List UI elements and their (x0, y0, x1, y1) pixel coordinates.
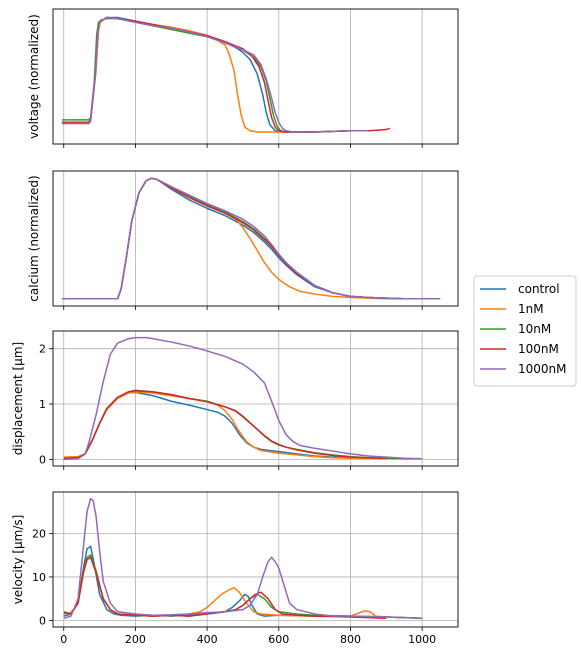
series-group (61, 177, 441, 300)
series-line-1000nM (63, 497, 423, 620)
y-tick-label: 2 (39, 343, 46, 356)
legend-label-100nM: 100nM (518, 342, 559, 356)
axes-frame (52, 8, 459, 145)
series-line-1000nM (61, 16, 369, 133)
x-tick-label: 1000 (408, 633, 436, 646)
legend: control 1nM 10nM 100nM 1000nM (473, 275, 577, 387)
series-line-1nM (61, 16, 369, 133)
y-tick-label: 0 (39, 453, 46, 466)
series-line-100nM (63, 390, 387, 459)
series-group (63, 336, 423, 461)
x-tick-label: 400 (197, 633, 218, 646)
y-tick-label: 20 (32, 527, 46, 540)
axes-frame (52, 330, 459, 467)
series-line-1000nM (61, 177, 441, 300)
x-tick-label: 0 (60, 633, 67, 646)
panel-displacement: 0 1 2 displacement [μm] (11, 330, 459, 470)
series-line-10nM (63, 389, 423, 460)
series-line-100nM (63, 556, 387, 620)
legend-box (473, 275, 577, 387)
y-axis-title: voltage (normalized) (27, 14, 41, 139)
legend-label-1nM: 1nM (518, 302, 544, 316)
x-tick-label: 800 (340, 633, 361, 646)
series-line-10nM (61, 17, 369, 133)
series-line-control (63, 545, 423, 620)
legend-label-10nM: 10nM (518, 322, 551, 336)
x-tick-label: 600 (268, 633, 289, 646)
panel-calcium: calcium (normalized) (27, 170, 459, 310)
series-line-10nM (61, 177, 441, 300)
series-line-100nM (61, 16, 391, 133)
y-tick-label: 10 (32, 571, 46, 584)
axes-frame (52, 491, 459, 628)
series-group (61, 16, 391, 133)
y-tick-label: 1 (39, 398, 46, 411)
series-line-control (61, 16, 369, 133)
y-axis-title: displacement [μm] (11, 342, 25, 455)
series-line-control (61, 177, 441, 300)
series-line-1nM (63, 391, 415, 460)
panel-voltage: voltage (normalized) (27, 8, 459, 148)
legend-label-control: control (518, 282, 560, 296)
series-line-100nM (61, 177, 441, 300)
y-axis-title: calcium (normalized) (27, 175, 41, 301)
axes-frame (52, 170, 459, 307)
series-line-1nM (61, 177, 441, 300)
series-line-1000nM (63, 336, 423, 461)
panel-velocity: 0 200 400 600 800 1000 0 10 20 velocity [μm/s] (11, 491, 459, 646)
y-tick-label: 0 (39, 614, 46, 627)
series-group (63, 497, 423, 620)
x-tick-label: 200 (125, 633, 146, 646)
y-axis-title: velocity [μm/s] (11, 515, 25, 605)
series-line-control (63, 391, 415, 460)
legend-label-1000nM: 1000nM (518, 362, 567, 376)
